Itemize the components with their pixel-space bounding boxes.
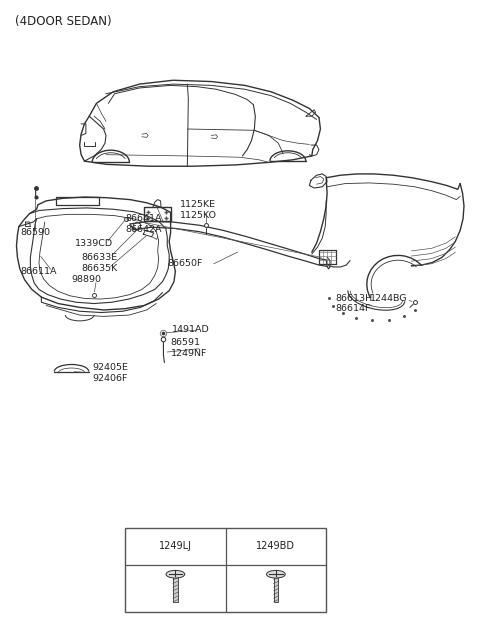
Text: 86633E: 86633E — [81, 253, 117, 262]
Text: 92406F: 92406F — [93, 374, 128, 383]
Text: 92405E: 92405E — [93, 363, 129, 372]
Text: 1249BD: 1249BD — [256, 541, 295, 552]
Text: 98890: 98890 — [72, 275, 102, 284]
Text: 86613H: 86613H — [336, 294, 373, 303]
Text: 86642A: 86642A — [125, 225, 162, 234]
Bar — [274, 576, 278, 602]
Text: 86611A: 86611A — [21, 267, 57, 276]
Text: 86591: 86591 — [170, 338, 201, 347]
Bar — [125, 528, 326, 611]
Text: 1244BG: 1244BG — [370, 294, 408, 303]
Text: 1339CD: 1339CD — [75, 239, 113, 248]
Text: (4DOOR SEDAN): (4DOOR SEDAN) — [15, 15, 112, 28]
Text: 86590: 86590 — [21, 228, 51, 237]
Text: 1491AD: 1491AD — [172, 325, 210, 334]
Text: 86650F: 86650F — [167, 259, 203, 268]
Bar — [173, 576, 178, 602]
Text: 86641A: 86641A — [125, 214, 162, 223]
Text: 86635K: 86635K — [81, 264, 117, 273]
Text: 1249LJ: 1249LJ — [159, 541, 192, 552]
Text: 86614F: 86614F — [336, 304, 371, 313]
Ellipse shape — [266, 570, 285, 578]
Text: 1125KE: 1125KE — [180, 200, 216, 209]
Text: 1249NF: 1249NF — [170, 349, 207, 358]
Ellipse shape — [166, 570, 185, 578]
Text: 1125KO: 1125KO — [180, 211, 217, 220]
